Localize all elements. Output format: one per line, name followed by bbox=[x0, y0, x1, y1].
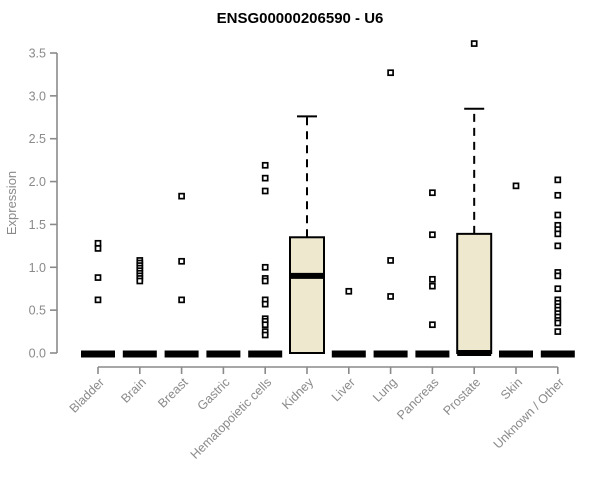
outlier-point bbox=[261, 263, 269, 271]
x-category-label: Kidney bbox=[279, 375, 316, 412]
outlier-point bbox=[554, 230, 562, 238]
outlier-point bbox=[429, 282, 436, 290]
x-category-label: Skin bbox=[498, 375, 525, 402]
plot-area bbox=[81, 40, 575, 358]
outlier-point bbox=[261, 300, 269, 308]
outlier-point bbox=[178, 296, 185, 304]
outlier-point bbox=[261, 187, 269, 195]
outlier-point bbox=[429, 189, 436, 197]
outlier-point bbox=[261, 331, 269, 339]
outlier-point bbox=[554, 272, 562, 280]
x-category-label: Breast bbox=[155, 375, 191, 411]
outlier-point bbox=[94, 245, 102, 252]
box bbox=[289, 236, 325, 355]
outlier-point bbox=[470, 40, 478, 47]
outlier-point bbox=[429, 275, 436, 283]
outlier-point bbox=[261, 277, 269, 285]
outlier-point bbox=[387, 69, 394, 77]
outlier-point bbox=[178, 192, 185, 200]
outlier-point bbox=[94, 296, 102, 304]
outlier-point bbox=[261, 174, 269, 182]
outlier-point bbox=[554, 191, 562, 199]
x-category-label: Brain bbox=[118, 375, 149, 406]
x-category-label: Hematopoietic cells bbox=[188, 375, 275, 462]
y-tick-label: 2.0 bbox=[29, 175, 46, 189]
y-tick-label: 1.5 bbox=[29, 218, 46, 232]
outlier-point bbox=[554, 242, 562, 250]
box bbox=[456, 232, 493, 355]
outlier-point bbox=[94, 274, 102, 281]
x-category-label: Pancreas bbox=[394, 375, 441, 422]
y-axis-label: Expression bbox=[4, 171, 19, 235]
x-category-label: Liver bbox=[329, 375, 358, 404]
outlier-point bbox=[429, 321, 436, 329]
outlier-point bbox=[136, 277, 144, 285]
outlier-point bbox=[554, 319, 562, 327]
outlier-point bbox=[387, 293, 394, 300]
outlier-point bbox=[178, 257, 185, 265]
x-category-label: Bladder bbox=[67, 375, 107, 415]
outlier-point bbox=[94, 239, 102, 247]
chart-title: ENSG00000206590 - U6 bbox=[217, 10, 384, 27]
y-tick-label: 3.5 bbox=[29, 47, 46, 61]
x-category-label: Lung bbox=[370, 375, 400, 405]
outlier-point bbox=[554, 211, 562, 219]
y-tick-label: 1.0 bbox=[29, 261, 46, 275]
y-tick-label: 0.0 bbox=[29, 347, 46, 361]
outlier-point bbox=[554, 328, 562, 335]
outlier-point bbox=[554, 285, 562, 293]
outlier-point bbox=[261, 161, 269, 169]
x-category-label: Prostate bbox=[440, 375, 483, 418]
outlier-point bbox=[387, 257, 394, 264]
y-tick-label: 2.5 bbox=[29, 132, 46, 146]
y-tick-label: 0.5 bbox=[29, 304, 46, 318]
outlier-point bbox=[429, 231, 436, 239]
outlier-point bbox=[345, 287, 353, 295]
outlier-point bbox=[261, 321, 269, 329]
outlier-point bbox=[554, 176, 562, 184]
outlier-point bbox=[512, 182, 520, 190]
x-category-label: Gastric bbox=[195, 375, 233, 413]
x-category-label: Unknown / Other bbox=[491, 375, 567, 451]
y-tick-label: 3.0 bbox=[29, 89, 46, 103]
